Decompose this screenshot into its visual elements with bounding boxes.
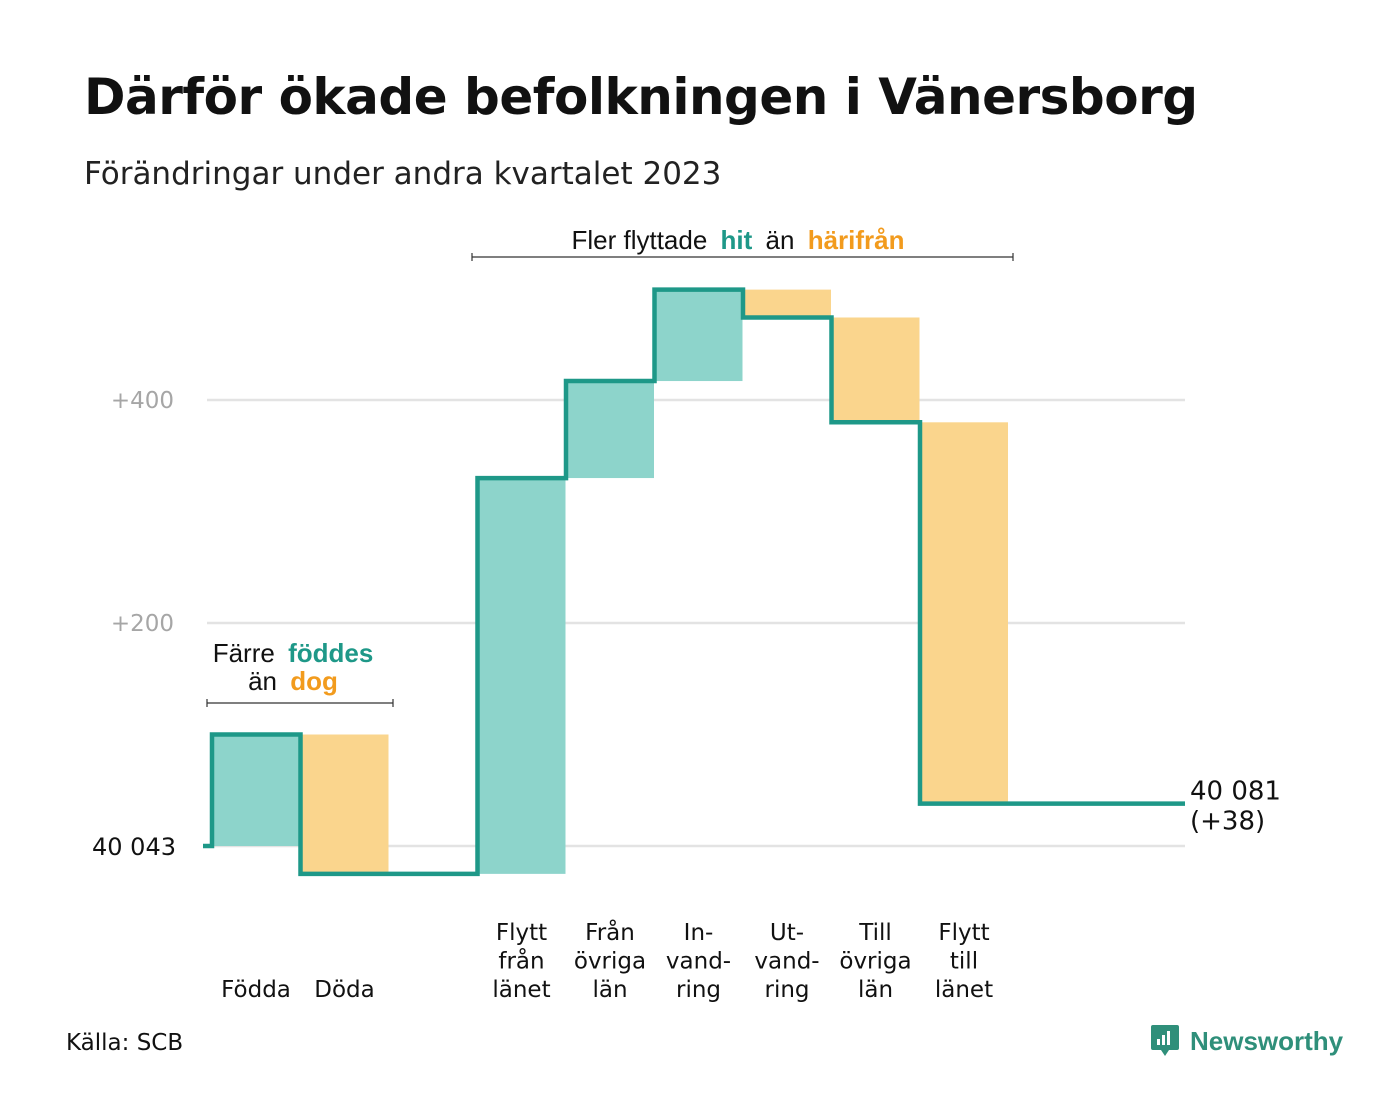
move-annotation-highlight-hit: hit [721,225,753,255]
category-label: län [858,977,893,1003]
category-label: Flytt [938,920,989,946]
waterfall-bar [920,422,1008,804]
chart-subtitle: Förändringar under andra kvartalet 2023 [84,156,722,192]
brand-name: Newsworthy [1190,1025,1344,1056]
birth-annotation-highlight: föddes [288,638,373,668]
category-label: län [592,977,627,1003]
svg-text:Färre föddes: Färre föddes [213,638,374,668]
waterfall-bar [212,734,300,846]
svg-text:än dog: än dog [248,666,338,696]
birth-annotation-prefix-2: än [248,666,277,696]
category-label: Till [858,920,892,946]
y-tick-label: +200 [111,611,174,637]
waterfall-bar [654,289,743,382]
newsworthy-logo-icon [1151,1025,1179,1056]
category-label: Från [585,918,635,946]
waterfall-bar [300,734,389,874]
birth-annotation-bracket [206,699,394,707]
category-label: länet [935,977,993,1003]
category-label: In- [684,920,714,946]
brand-logo: Newsworthy [1150,1024,1343,1058]
category-label: vand- [666,949,731,975]
source-note: Källa: SCB [66,1030,184,1056]
category-label: övriga [839,949,911,975]
category-label: ring [676,977,721,1003]
waterfall-bar [566,381,654,479]
category-label: vand- [754,949,819,975]
move-annotation-highlight-harifran: härifrån [808,225,905,255]
category-label: Ut- [770,920,804,946]
end-value-label: 40 081 [1190,777,1281,807]
svg-text:Fler flyttade hit: Fler flyttade hit än härifrån [571,225,904,255]
waterfall-bar [477,478,566,874]
category-label: länet [492,977,550,1003]
y-tick-label: +400 [111,388,174,414]
waterfall-bar [743,289,831,318]
bar-layer [212,289,1008,874]
cumulative-step-line [203,287,1185,877]
category-label: ring [764,977,809,1003]
category-label: till [950,949,978,975]
move-annotation-middle: än [766,225,795,255]
move-annotation: Fler flyttade hit än härifrån [471,225,1014,261]
chart-title: Därför ökade befolkningen i Vänersborg [84,68,1198,126]
category-label: Födda [221,977,291,1003]
end-value-label: (+38) [1190,807,1265,837]
birth-annotation: Färre föddes än dog [206,638,394,707]
move-annotation-bracket [471,253,1014,261]
category-label: Döda [314,977,374,1003]
start-value-label: 40 043 [92,833,176,861]
move-annotation-prefix: Fler flyttade [571,225,707,255]
waterfall-bar [831,317,920,423]
line-layer [203,287,1185,877]
category-label: övriga [574,949,646,975]
birth-annotation-prefix: Färre [213,638,275,668]
category-label: från [498,947,544,975]
birth-annotation-highlight-2: dog [290,666,338,696]
category-label: Flytt [496,920,547,946]
